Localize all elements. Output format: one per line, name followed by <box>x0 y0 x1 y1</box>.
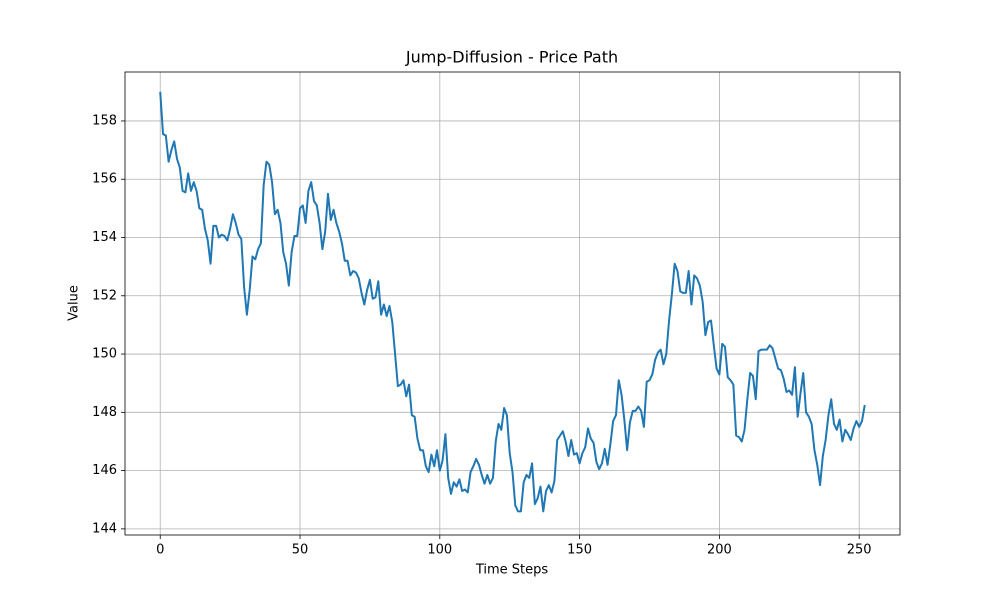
plot-layer <box>159 91 866 513</box>
x-tick-label: 200 <box>707 543 732 558</box>
price-line <box>159 91 866 513</box>
y-tick-label: 148 <box>92 405 117 420</box>
x-tick-label: 150 <box>567 543 592 558</box>
x-tick-label: 250 <box>847 543 872 558</box>
x-tick-label: 0 <box>156 543 164 558</box>
x-tick-label: 50 <box>292 543 309 558</box>
y-tick-label: 152 <box>92 288 117 303</box>
grid-layer: 0 50 100 150 200 250 144 146 148 150 152 154 156 158 <box>92 72 900 558</box>
x-tick-label: 100 <box>427 543 452 558</box>
y-tick-label: 158 <box>92 113 117 128</box>
x-axis-label: Time Steps <box>475 563 549 578</box>
y-tick-label: 150 <box>92 347 117 362</box>
y-tick-label: 154 <box>92 230 117 245</box>
y-tick-label: 156 <box>92 172 117 187</box>
y-tick-label: 146 <box>92 463 117 478</box>
y-tick-label: 144 <box>92 521 117 536</box>
chart-title: Jump-Diffusion - Price Path <box>405 48 618 67</box>
plot-frame <box>124 71 901 536</box>
y-axis-label: Value <box>67 285 82 321</box>
